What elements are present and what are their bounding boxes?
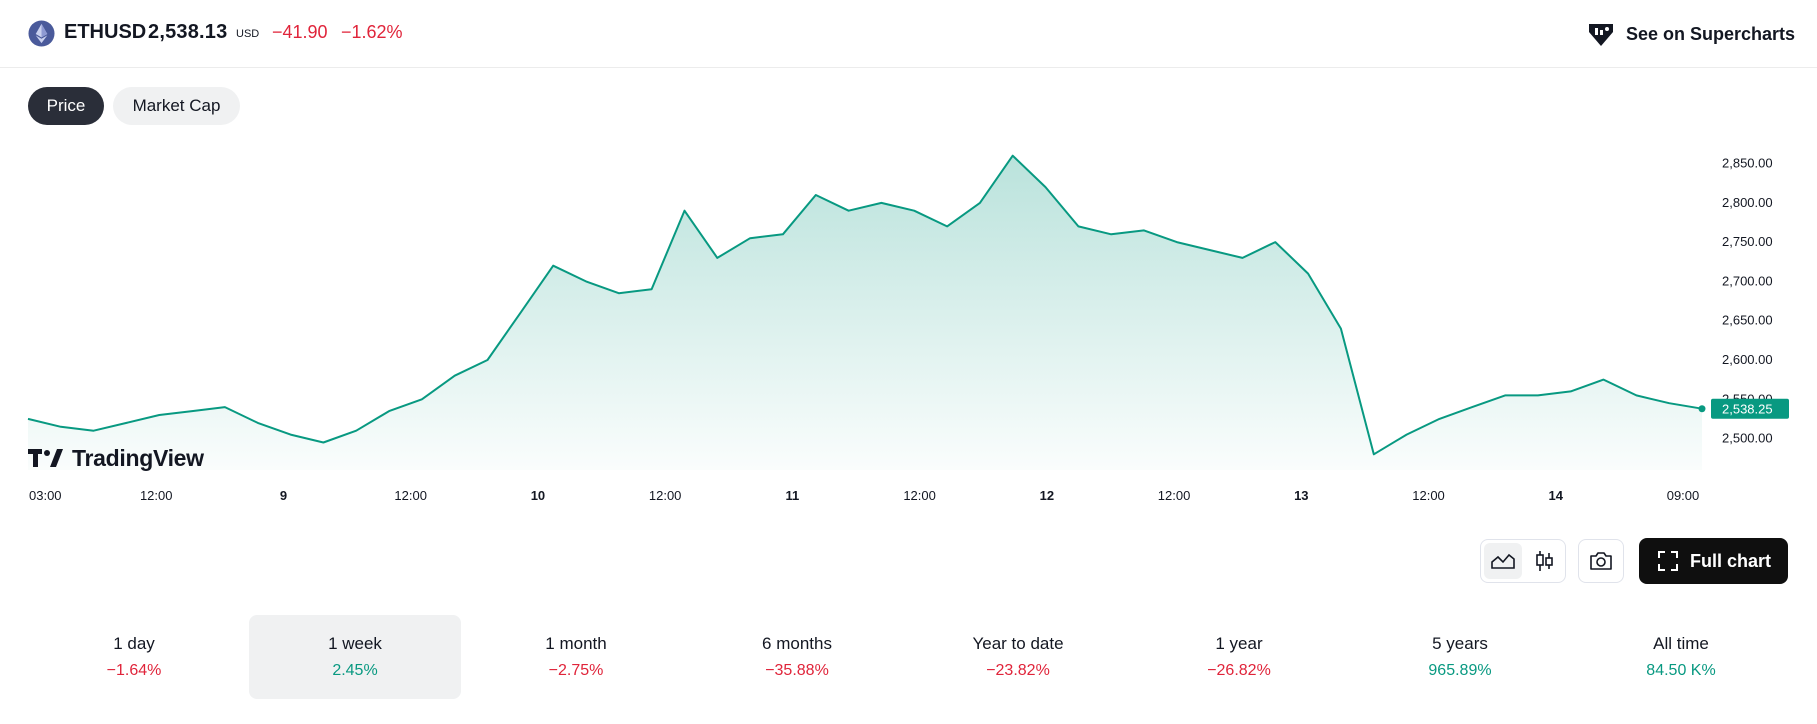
fullscreen-icon — [1657, 551, 1678, 571]
price-change-absolute: −41.90 — [272, 22, 328, 42]
period-label: 1 month — [545, 634, 607, 653]
period-label: 6 months — [762, 634, 832, 653]
last-price-point — [1698, 405, 1706, 413]
last-price-label: 2,538.25 — [1722, 402, 1773, 417]
period-performance-list: 1 day −1.64% 1 week 2.45% 1 month −2.75%… — [28, 615, 1790, 699]
x-axis-tick-label: 03:00 — [29, 488, 62, 503]
x-axis-tick-label: 13 — [1294, 488, 1308, 503]
currency-label: USD — [236, 28, 260, 40]
price-series-line — [27, 154, 1703, 456]
period-label: 1 day — [113, 634, 155, 653]
last-price-badge — [1711, 398, 1789, 419]
x-axis-tick-label: 12:00 — [903, 488, 936, 503]
see-on-supercharts-link[interactable]: See on Supercharts — [1586, 14, 1795, 54]
period-change: −35.88% — [765, 662, 829, 679]
ethereum-icon — [28, 20, 55, 47]
period-label: 1 year — [1215, 634, 1263, 653]
y-axis-tick-label: 2,700.00 — [1722, 273, 1773, 288]
full-chart-button[interactable]: Full chart — [1639, 538, 1788, 584]
supercharts-label: See on Supercharts — [1626, 23, 1796, 44]
camera-icon — [1590, 552, 1612, 570]
tab-market-cap[interactable]: Market Cap — [113, 87, 240, 125]
area-chart-icon — [1491, 553, 1515, 569]
period-change: −26.82% — [1207, 662, 1271, 679]
y-axis-tick-label: 2,750.00 — [1722, 234, 1773, 249]
period-label: All time — [1653, 634, 1709, 653]
y-axis-tick-label: 2,850.00 — [1722, 156, 1773, 171]
price-chart[interactable]: 2,850.00 2,800.00 2,750.00 2,700.00 2,650.00… — [0, 140, 1817, 515]
period-label: 1 week — [328, 634, 382, 653]
snapshot-button[interactable] — [1578, 539, 1624, 583]
period-5-years[interactable]: 5 years 965.89% — [1354, 615, 1566, 699]
ticker-price: 2,538.13 — [148, 21, 228, 43]
period-change: 84.50 K% — [1646, 662, 1716, 679]
period-1-year[interactable]: 1 year −26.82% — [1133, 615, 1345, 699]
ticker-symbol: ETHUSD — [64, 21, 147, 43]
y-axis-tick-label: 2,650.00 — [1722, 313, 1773, 328]
candlestick-icon — [1536, 551, 1553, 571]
period-change: −1.64% — [106, 662, 162, 679]
tradingview-diamond-icon — [1589, 24, 1613, 46]
x-axis-tick-label: 12:00 — [649, 488, 682, 503]
y-axis-tick-label: 2,500.00 — [1722, 431, 1773, 446]
period-1-day[interactable]: 1 day −1.64% — [28, 615, 240, 699]
tradingview-logo-icon — [28, 449, 63, 467]
x-axis-tick-label: 14 — [1549, 488, 1564, 503]
y-axis-tick-label: 2,800.00 — [1722, 195, 1773, 210]
area-chart-button[interactable] — [1484, 543, 1522, 579]
period-change: −2.75% — [548, 662, 604, 679]
period-change: 2.45% — [332, 662, 378, 679]
price-change-percent: −1.62% — [341, 22, 403, 42]
full-chart-label: Full chart — [1689, 550, 1771, 571]
x-axis-tick-label: 9 — [280, 488, 287, 503]
x-axis-tick-label: 12 — [1040, 488, 1054, 503]
x-axis-tick-label: 12:00 — [140, 488, 173, 503]
period-all-time[interactable]: All time 84.50 K% — [1575, 615, 1787, 699]
ticker-header: ETHUSD 2,538.13 USD −41.90 −1.62% See on… — [0, 0, 1817, 68]
period-1-week[interactable]: 1 week 2.45% — [249, 615, 461, 699]
candlestick-chart-button[interactable] — [1525, 543, 1563, 579]
x-axis-tick-label: 10 — [531, 488, 545, 503]
chart-style-switcher — [1480, 539, 1566, 583]
y-axis-tick-label: 2,600.00 — [1722, 352, 1773, 367]
x-axis-tick-label: 11 — [786, 488, 800, 503]
period-label: 5 years — [1432, 634, 1488, 653]
price-area-fill — [28, 155, 1702, 470]
x-axis-tick-label: 12:00 — [1412, 488, 1445, 503]
tab-price[interactable]: Price — [28, 87, 104, 125]
period-1-month[interactable]: 1 month −2.75% — [470, 615, 682, 699]
period-year-to-date[interactable]: Year to date −23.82% — [912, 615, 1124, 699]
period-change: −23.82% — [986, 662, 1050, 679]
x-axis-tick-label: 12:00 — [1158, 488, 1191, 503]
period-change: 965.89% — [1428, 662, 1492, 679]
period-6-months[interactable]: 6 months −35.88% — [691, 615, 903, 699]
period-label: Year to date — [972, 634, 1064, 653]
tradingview-watermark: TradingView — [28, 443, 204, 473]
x-axis-tick-label: 09:00 — [1667, 488, 1700, 503]
x-axis-tick-label: 12:00 — [394, 488, 427, 503]
tradingview-wordmark: TradingView — [72, 444, 204, 471]
